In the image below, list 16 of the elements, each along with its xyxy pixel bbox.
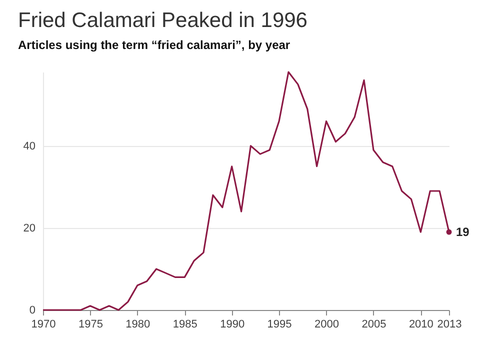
x-tick-label: 1985	[172, 318, 198, 330]
x-tick-label: 1990	[220, 318, 245, 330]
annotation: 19	[456, 225, 470, 240]
chart-subtitle: Articles using the term “fried calamari”, by year	[18, 38, 290, 52]
x-tick-label: 2010	[408, 318, 434, 330]
y-tick-label: 20	[23, 222, 36, 234]
x-tick-label: 2005	[362, 318, 386, 330]
x-tick-label: 2000	[314, 318, 339, 330]
y-tick-label: 40	[23, 140, 36, 152]
y-tick-label: 0	[29, 304, 36, 316]
x-tick-label: 1995	[267, 318, 292, 330]
x-tick-label: 1980	[126, 318, 150, 330]
chart-title: Fried Calamari Peaked in 1996	[18, 9, 308, 32]
x-tick-label: 1970	[31, 318, 56, 330]
x-tick-label: 1975	[78, 318, 103, 330]
x-tick-label: 2013	[437, 318, 462, 330]
